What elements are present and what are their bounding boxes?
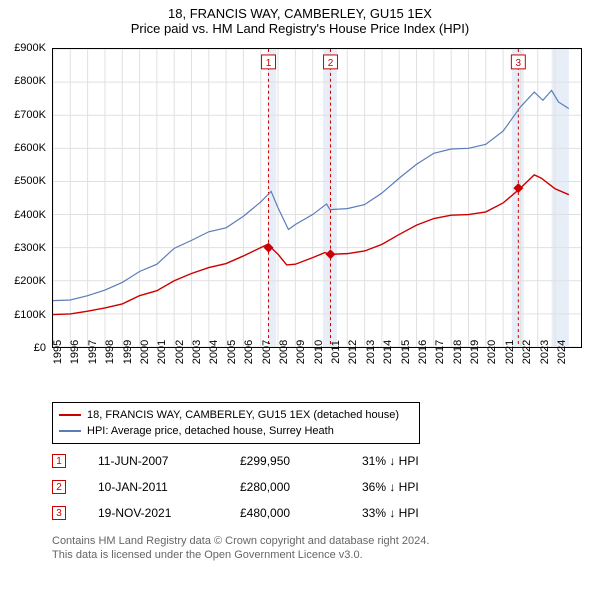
svg-text:1: 1 bbox=[266, 58, 272, 69]
x-axis-label: 2001 bbox=[156, 340, 168, 364]
x-axis-label: 2007 bbox=[261, 340, 273, 364]
y-axis-label: £500K bbox=[2, 175, 46, 187]
y-axis-label: £0 bbox=[2, 342, 46, 354]
legend-label: HPI: Average price, detached house, Surr… bbox=[87, 425, 334, 437]
x-axis-label: 2010 bbox=[313, 340, 325, 364]
y-axis-label: £800K bbox=[2, 75, 46, 87]
x-axis-label: 2021 bbox=[504, 340, 516, 364]
line-chart: 1 2 3 bbox=[52, 48, 582, 348]
chart-title-line1: 18, FRANCIS WAY, CAMBERLEY, GU15 1EX bbox=[0, 0, 600, 21]
x-axis-label: 2004 bbox=[208, 340, 220, 364]
x-axis-label: 2013 bbox=[365, 340, 377, 364]
marker-diff: 36% ↓ HPI bbox=[362, 480, 452, 494]
y-axis-label: £100K bbox=[2, 309, 46, 321]
marker-date: 19-NOV-2021 bbox=[98, 506, 208, 520]
marker-price: £299,950 bbox=[240, 454, 330, 468]
x-axis-label: 2015 bbox=[400, 340, 412, 364]
footer-attribution: Contains HM Land Registry data © Crown c… bbox=[52, 534, 429, 563]
svg-text:2: 2 bbox=[328, 58, 334, 69]
marker-date: 11-JUN-2007 bbox=[98, 454, 208, 468]
legend-swatch bbox=[59, 414, 81, 416]
x-axis-label: 1998 bbox=[104, 340, 116, 364]
x-axis-label: 2005 bbox=[226, 340, 238, 364]
chart-title-line2: Price paid vs. HM Land Registry's House … bbox=[0, 21, 600, 40]
marker-number-box: 2 bbox=[52, 480, 66, 494]
x-axis-label: 2023 bbox=[539, 340, 551, 364]
marker-number-box: 1 bbox=[52, 454, 66, 468]
marker-number-box: 3 bbox=[52, 506, 66, 520]
marker-diff: 33% ↓ HPI bbox=[362, 506, 452, 520]
legend: 18, FRANCIS WAY, CAMBERLEY, GU15 1EX (de… bbox=[52, 402, 420, 444]
chart-area: 123 £0£100K£200K£300K£400K£500K£600K£700… bbox=[52, 48, 582, 348]
marker-date: 10-JAN-2011 bbox=[98, 480, 208, 494]
legend-item-price-paid: 18, FRANCIS WAY, CAMBERLEY, GU15 1EX (de… bbox=[59, 407, 413, 423]
x-axis-label: 2009 bbox=[295, 340, 307, 364]
x-axis-label: 1995 bbox=[52, 340, 64, 364]
x-axis-label: 2008 bbox=[278, 340, 290, 364]
y-axis-label: £600K bbox=[2, 142, 46, 154]
legend-swatch bbox=[59, 430, 81, 432]
x-axis-label: 2000 bbox=[139, 340, 151, 364]
x-axis-label: 2019 bbox=[469, 340, 481, 364]
y-axis-label: £300K bbox=[2, 242, 46, 254]
x-axis-label: 2022 bbox=[521, 340, 533, 364]
y-axis-label: £200K bbox=[2, 275, 46, 287]
x-axis-label: 2002 bbox=[174, 340, 186, 364]
marker-diff: 31% ↓ HPI bbox=[362, 454, 452, 468]
y-axis-label: £400K bbox=[2, 209, 46, 221]
marker-row: 2 10-JAN-2011 £280,000 36% ↓ HPI bbox=[52, 474, 452, 500]
x-axis-label: 2006 bbox=[243, 340, 255, 364]
x-axis-label: 2024 bbox=[556, 340, 568, 364]
x-axis-label: 2012 bbox=[347, 340, 359, 364]
svg-text:3: 3 bbox=[516, 58, 522, 69]
marker-row: 3 19-NOV-2021 £480,000 33% ↓ HPI bbox=[52, 500, 452, 526]
legend-label: 18, FRANCIS WAY, CAMBERLEY, GU15 1EX (de… bbox=[87, 409, 399, 421]
x-axis-label: 2016 bbox=[417, 340, 429, 364]
markers-table: 1 11-JUN-2007 £299,950 31% ↓ HPI 2 10-JAN-201… bbox=[52, 448, 452, 526]
marker-row: 1 11-JUN-2007 £299,950 31% ↓ HPI bbox=[52, 448, 452, 474]
x-axis-label: 2017 bbox=[434, 340, 446, 364]
footer-line2: This data is licensed under the Open Gov… bbox=[52, 548, 429, 562]
x-axis-label: 2011 bbox=[330, 340, 342, 364]
y-axis-label: £700K bbox=[2, 109, 46, 121]
y-axis-label: £900K bbox=[2, 42, 46, 54]
x-axis-label: 2020 bbox=[486, 340, 498, 364]
x-axis-label: 1997 bbox=[87, 340, 99, 364]
x-axis-label: 1999 bbox=[122, 340, 134, 364]
marker-price: £280,000 bbox=[240, 480, 330, 494]
x-axis-label: 2018 bbox=[452, 340, 464, 364]
x-axis-label: 2003 bbox=[191, 340, 203, 364]
marker-price: £480,000 bbox=[240, 506, 330, 520]
x-axis-label: 1996 bbox=[69, 340, 81, 364]
legend-item-hpi: HPI: Average price, detached house, Surr… bbox=[59, 423, 413, 439]
x-axis-label: 2014 bbox=[382, 340, 394, 364]
footer-line1: Contains HM Land Registry data © Crown c… bbox=[52, 534, 429, 548]
